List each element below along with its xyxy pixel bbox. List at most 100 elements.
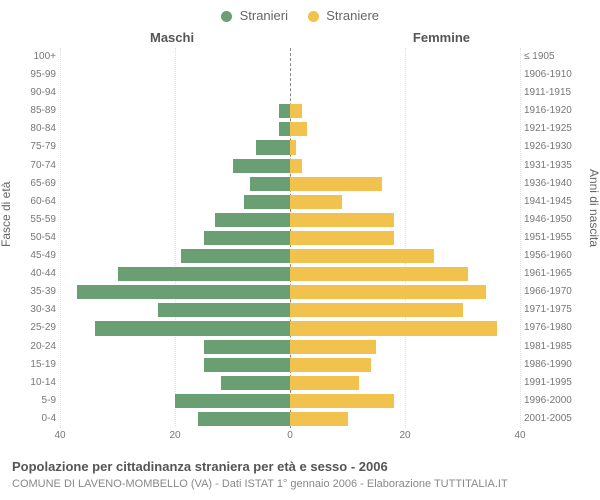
age-label: 0-4 xyxy=(12,410,60,428)
birth-year-label: 1981-1985 xyxy=(520,338,588,356)
bar-male xyxy=(233,159,291,173)
bar-female xyxy=(290,177,382,191)
age-label: 50-54 xyxy=(12,229,60,247)
age-label: 25-29 xyxy=(12,319,60,337)
bar-female xyxy=(290,376,359,390)
age-label: 40-44 xyxy=(12,265,60,283)
legend-label-female: Straniere xyxy=(326,8,379,23)
birth-year-label: 1976-1980 xyxy=(520,319,588,337)
birth-year-label: 2001-2005 xyxy=(520,410,588,428)
bar-male xyxy=(221,376,290,390)
x-axis: 402002040 xyxy=(60,428,520,448)
birth-year-label: 1961-1965 xyxy=(520,265,588,283)
pyramid-row: 15-191986-1990 xyxy=(60,356,520,374)
age-label: 35-39 xyxy=(12,283,60,301)
pyramid-row: 70-741931-1935 xyxy=(60,157,520,175)
age-label: 85-89 xyxy=(12,102,60,120)
x-tick-label: 40 xyxy=(54,430,65,441)
pyramid-row: 95-991906-1910 xyxy=(60,66,520,84)
bar-female xyxy=(290,340,376,354)
age-label: 30-34 xyxy=(12,301,60,319)
x-tick-label: 0 xyxy=(287,430,293,441)
bar-female xyxy=(290,394,394,408)
birth-year-label: 1946-1950 xyxy=(520,211,588,229)
legend-swatch-male xyxy=(221,11,232,22)
bar-male xyxy=(279,122,291,136)
age-label: 70-74 xyxy=(12,157,60,175)
legend-item-female: Straniere xyxy=(308,8,379,23)
birth-year-label: 1931-1935 xyxy=(520,157,588,175)
x-tick-label: 20 xyxy=(169,430,180,441)
age-label: 95-99 xyxy=(12,66,60,84)
x-tick-label: 20 xyxy=(399,430,410,441)
bar-male xyxy=(158,303,290,317)
header-female: Femmine xyxy=(413,30,470,45)
x-tick-label: 40 xyxy=(514,430,525,441)
pyramid-row: 40-441961-1965 xyxy=(60,265,520,283)
birth-year-label: ≤ 1905 xyxy=(520,48,588,66)
birth-year-label: 1941-1945 xyxy=(520,193,588,211)
bar-female xyxy=(290,358,371,372)
chart-subtitle: COMUNE DI LAVENO-MOMBELLO (VA) - Dati IS… xyxy=(12,478,508,490)
bar-male xyxy=(256,140,291,154)
birth-year-label: 1956-1960 xyxy=(520,247,588,265)
axis-title-right: Anni di nascita xyxy=(587,169,600,247)
header-male: Maschi xyxy=(150,30,194,45)
bar-female xyxy=(290,104,302,118)
bar-female xyxy=(290,140,296,154)
bar-female xyxy=(290,249,434,263)
bar-female xyxy=(290,195,342,209)
bar-male xyxy=(204,358,290,372)
population-pyramid-chart: Stranieri Straniere Maschi Femmine Fasce… xyxy=(0,0,600,500)
birth-year-label: 1936-1940 xyxy=(520,175,588,193)
legend-label-male: Stranieri xyxy=(240,8,288,23)
pyramid-row: 90-941911-1915 xyxy=(60,84,520,102)
age-label: 15-19 xyxy=(12,356,60,374)
pyramid-row: 20-241981-1985 xyxy=(60,338,520,356)
birth-year-label: 1996-2000 xyxy=(520,392,588,410)
legend: Stranieri Straniere xyxy=(0,8,600,23)
birth-year-label: 1971-1975 xyxy=(520,301,588,319)
bar-male xyxy=(118,267,291,281)
age-label: 60-64 xyxy=(12,193,60,211)
birth-year-label: 1966-1970 xyxy=(520,283,588,301)
chart-title: Popolazione per cittadinanza straniera p… xyxy=(12,459,388,474)
bar-male xyxy=(175,394,290,408)
birth-year-label: 1986-1990 xyxy=(520,356,588,374)
age-label: 75-79 xyxy=(12,138,60,156)
bar-female xyxy=(290,412,348,426)
pyramid-row: 60-641941-1945 xyxy=(60,193,520,211)
age-label: 90-94 xyxy=(12,84,60,102)
bar-male xyxy=(215,213,290,227)
pyramid-row: 25-291976-1980 xyxy=(60,319,520,337)
pyramid-row: 80-841921-1925 xyxy=(60,120,520,138)
pyramid-row: 45-491956-1960 xyxy=(60,247,520,265)
pyramid-row: 5-91996-2000 xyxy=(60,392,520,410)
age-label: 100+ xyxy=(12,48,60,66)
age-label: 5-9 xyxy=(12,392,60,410)
birth-year-label: 1951-1955 xyxy=(520,229,588,247)
pyramid-row: 0-42001-2005 xyxy=(60,410,520,428)
birth-year-label: 1991-1995 xyxy=(520,374,588,392)
pyramid-row: 10-141991-1995 xyxy=(60,374,520,392)
plot-area: 100+≤ 190595-991906-191090-941911-191585… xyxy=(60,48,520,428)
bar-female xyxy=(290,303,463,317)
bar-female xyxy=(290,159,302,173)
legend-item-male: Stranieri xyxy=(221,8,288,23)
bar-female xyxy=(290,267,468,281)
birth-year-label: 1911-1915 xyxy=(520,84,588,102)
bar-male xyxy=(204,231,290,245)
bar-female xyxy=(290,321,497,335)
pyramid-row: 85-891916-1920 xyxy=(60,102,520,120)
age-label: 45-49 xyxy=(12,247,60,265)
age-label: 80-84 xyxy=(12,120,60,138)
bar-female xyxy=(290,231,394,245)
age-label: 10-14 xyxy=(12,374,60,392)
birth-year-label: 1926-1930 xyxy=(520,138,588,156)
birth-year-label: 1906-1910 xyxy=(520,66,588,84)
bar-female xyxy=(290,285,486,299)
pyramid-row: 100+≤ 1905 xyxy=(60,48,520,66)
pyramid-row: 75-791926-1930 xyxy=(60,138,520,156)
legend-swatch-female xyxy=(308,11,319,22)
bar-male xyxy=(95,321,291,335)
